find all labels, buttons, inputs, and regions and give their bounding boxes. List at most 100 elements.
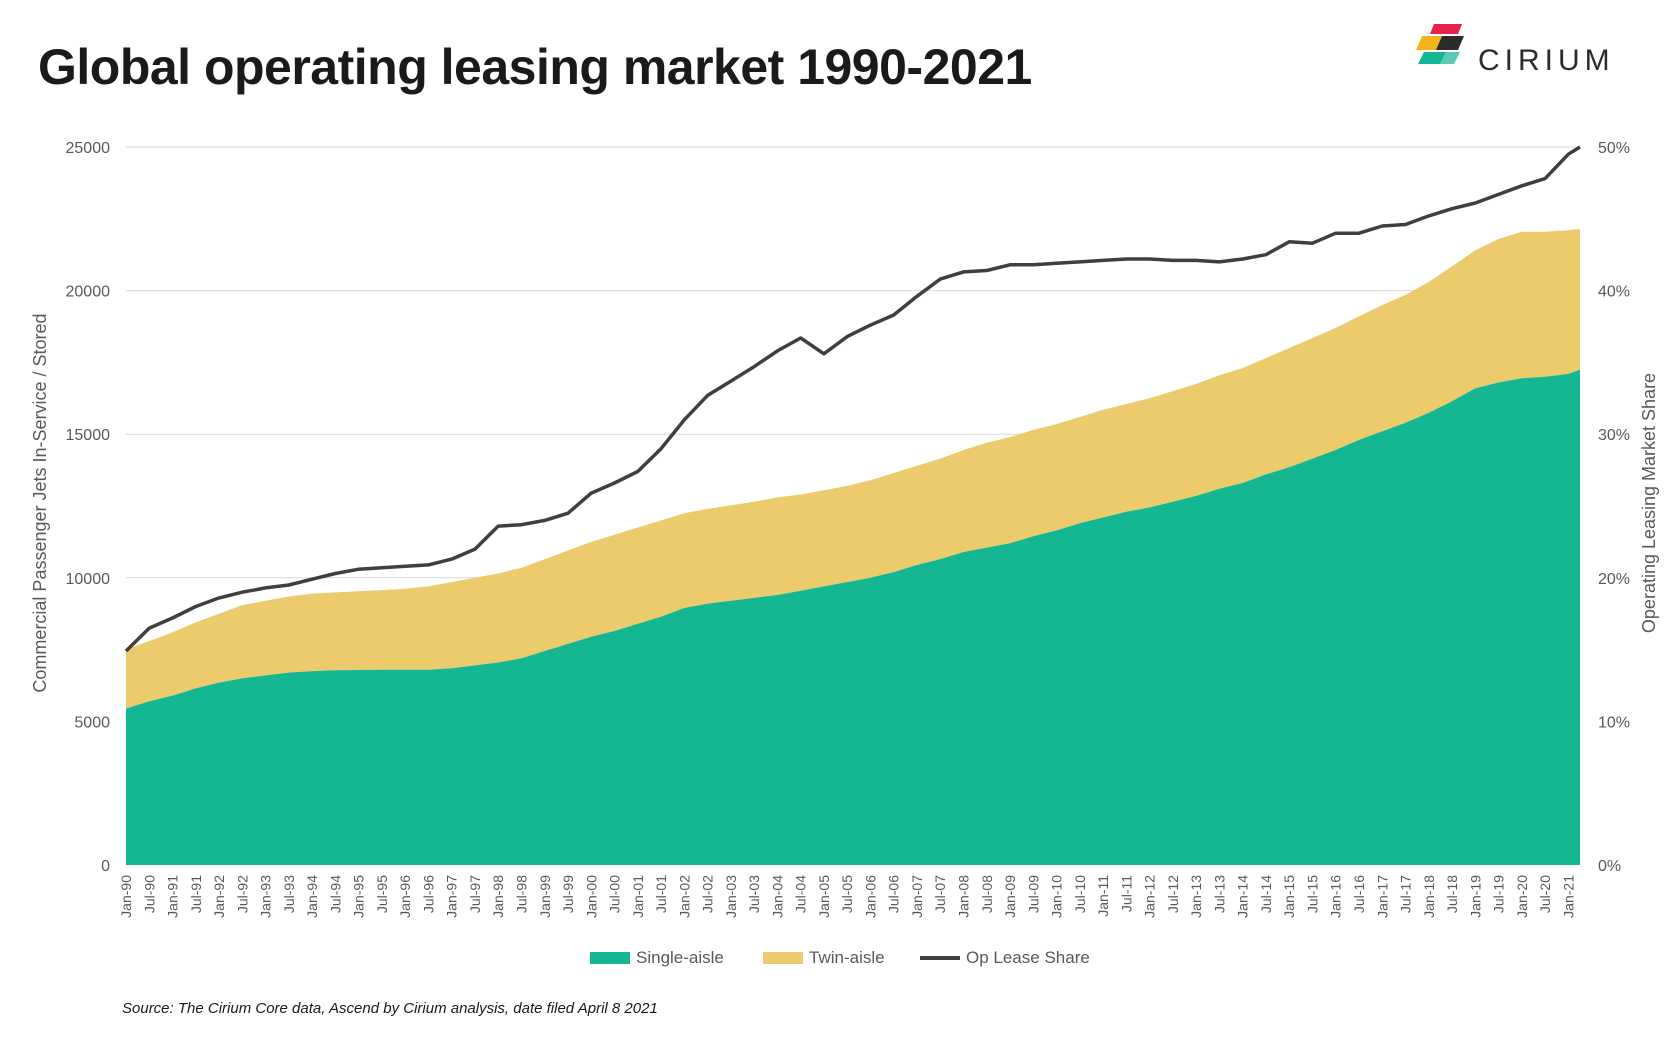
x-tick-label: Jan-94 xyxy=(304,875,320,918)
x-tick-label: Jul-16 xyxy=(1351,875,1367,913)
legend-label-single-aisle: Single-aisle xyxy=(636,948,724,967)
x-tick-label: Jan-20 xyxy=(1514,875,1530,918)
x-tick-label: Jul-02 xyxy=(700,875,716,913)
x-tick-label: Jul-01 xyxy=(653,875,669,913)
x-tick-label: Jan-00 xyxy=(583,875,599,918)
x-tick-label: Jan-96 xyxy=(397,875,413,918)
y-tick-label: 15000 xyxy=(66,427,111,444)
x-tick-label: Jan-02 xyxy=(676,875,692,918)
legend-item-single-aisle: Single-aisle xyxy=(590,948,724,968)
x-tick-label: Jan-09 xyxy=(1002,875,1018,918)
y-axis-label: Commercial Passenger Jets In-Service / S… xyxy=(30,313,50,692)
x-tick-label: Jul-17 xyxy=(1398,875,1414,913)
x-tick-label: Jan-06 xyxy=(862,875,878,918)
x-tick-label: Jul-20 xyxy=(1537,875,1553,913)
x-tick-label: Jan-04 xyxy=(769,875,785,918)
chart-area: 0 5000 10000 15000 20000 25000 0% 10% 20% 30% 40%… xyxy=(30,140,1659,918)
x-tick-label: Jan-91 xyxy=(165,875,181,918)
right-axis-ticks: 0% 10% 20% 30% 40% 50% xyxy=(1598,140,1630,875)
x-tick-label: Jul-93 xyxy=(281,875,297,913)
x-tick-label: Jan-99 xyxy=(537,875,553,918)
x-tick-label: Jan-98 xyxy=(490,875,506,918)
x-tick-label: Jan-95 xyxy=(351,875,367,918)
x-tick-label: Jul-97 xyxy=(467,875,483,913)
x-tick-label: Jul-15 xyxy=(1305,875,1321,913)
op-lease-share-swatch xyxy=(920,956,960,960)
x-tick-label: Jul-10 xyxy=(1072,875,1088,913)
x-tick-label: Jul-99 xyxy=(560,875,576,913)
y2-tick-label: 20% xyxy=(1598,571,1630,588)
cirium-logo-text: CIRIUM xyxy=(1478,44,1615,77)
x-tick-label: Jul-96 xyxy=(420,875,436,913)
y-tick-label: 20000 xyxy=(66,284,111,301)
x-axis-ticks: Jan-90 Jul-90 Jan-91 Jul-91 Jan-92 Jul-92 Jan-… xyxy=(118,875,1576,918)
x-tick-label: Jan-13 xyxy=(1188,875,1204,918)
legend-item-op-lease-share: Op Lease Share xyxy=(920,948,1090,968)
y2-axis-label: Operating Leasing Market Share xyxy=(1639,373,1659,633)
x-tick-label: Jan-93 xyxy=(258,875,274,918)
x-tick-label: Jan-08 xyxy=(956,875,972,918)
y2-tick-label: 40% xyxy=(1598,284,1630,301)
x-tick-label: Jul-03 xyxy=(746,875,762,913)
x-tick-label: Jul-98 xyxy=(514,875,530,913)
x-tick-label: Jan-11 xyxy=(1095,875,1111,917)
x-tick-label: Jul-90 xyxy=(141,875,157,913)
x-tick-label: Jul-14 xyxy=(1258,875,1274,913)
x-tick-label: Jan-97 xyxy=(444,875,460,918)
x-tick-label: Jul-05 xyxy=(839,875,855,913)
op-lease-share-line xyxy=(124,145,1581,653)
x-tick-label: Jan-21 xyxy=(1560,875,1576,918)
x-tick-label: Jul-95 xyxy=(374,875,390,913)
twin-aisle-swatch xyxy=(763,952,803,964)
x-tick-label: Jan-92 xyxy=(211,875,227,918)
x-tick-label: Jan-05 xyxy=(816,875,832,918)
x-tick-label: Jan-19 xyxy=(1467,875,1483,918)
x-tick-label: Jul-13 xyxy=(1211,875,1227,913)
legend-label-op-lease-share: Op Lease Share xyxy=(966,948,1090,967)
legend-item-twin-aisle: Twin-aisle xyxy=(763,948,885,968)
chart-title: Global operating leasing market 1990-202… xyxy=(38,39,1032,95)
x-tick-label: Jul-07 xyxy=(932,875,948,913)
x-tick-label: Jan-12 xyxy=(1142,875,1158,918)
x-tick-label: Jan-01 xyxy=(630,875,646,918)
x-tick-label: Jul-06 xyxy=(886,875,902,913)
x-tick-label: Jul-18 xyxy=(1444,875,1460,913)
line-series xyxy=(124,145,1581,653)
x-tick-label: Jul-00 xyxy=(607,875,623,913)
x-tick-label: Jan-07 xyxy=(909,875,925,918)
y-tick-label: 0 xyxy=(101,858,110,875)
left-axis-ticks: 0 5000 10000 15000 20000 25000 xyxy=(66,140,111,875)
x-tick-label: Jul-92 xyxy=(234,875,250,913)
x-tick-label: Jul-09 xyxy=(1025,875,1041,913)
source-note: Source: The Cirium Core data, Ascend by … xyxy=(122,1000,658,1017)
x-tick-label: Jul-94 xyxy=(327,875,343,913)
x-tick-label: Jul-08 xyxy=(979,875,995,913)
x-tick-label: Jul-12 xyxy=(1165,875,1181,913)
y-tick-label: 5000 xyxy=(74,714,110,731)
x-tick-label: Jul-11 xyxy=(1118,875,1134,912)
x-tick-label: Jul-19 xyxy=(1491,875,1507,913)
y-tick-label: 25000 xyxy=(66,140,111,157)
x-tick-label: Jan-90 xyxy=(118,875,134,918)
cirium-logo-icon xyxy=(1416,24,1464,64)
x-tick-label: Jan-03 xyxy=(723,875,739,918)
x-tick-label: Jan-14 xyxy=(1235,875,1251,918)
y2-tick-label: 0% xyxy=(1598,858,1621,875)
x-tick-label: Jan-15 xyxy=(1281,875,1297,918)
y2-tick-label: 30% xyxy=(1598,427,1630,444)
y2-tick-label: 10% xyxy=(1598,714,1630,731)
x-tick-label: Jan-16 xyxy=(1328,875,1344,918)
cirium-logo: CIRIUM xyxy=(1410,20,1650,90)
y2-tick-label: 50% xyxy=(1598,140,1630,157)
single-aisle-area xyxy=(126,369,1580,865)
legend-label-twin-aisle: Twin-aisle xyxy=(809,948,885,967)
y-tick-label: 10000 xyxy=(66,571,111,588)
x-tick-label: Jul-04 xyxy=(793,875,809,913)
legend: Single-aisle Twin-aisle Op Lease Share xyxy=(0,948,1677,972)
twin-aisle-area xyxy=(126,228,1580,709)
x-tick-label: Jan-17 xyxy=(1374,875,1390,918)
x-tick-label: Jan-10 xyxy=(1049,875,1065,918)
area-series xyxy=(126,228,1580,865)
x-tick-label: Jul-91 xyxy=(188,875,204,913)
single-aisle-swatch xyxy=(590,952,630,964)
